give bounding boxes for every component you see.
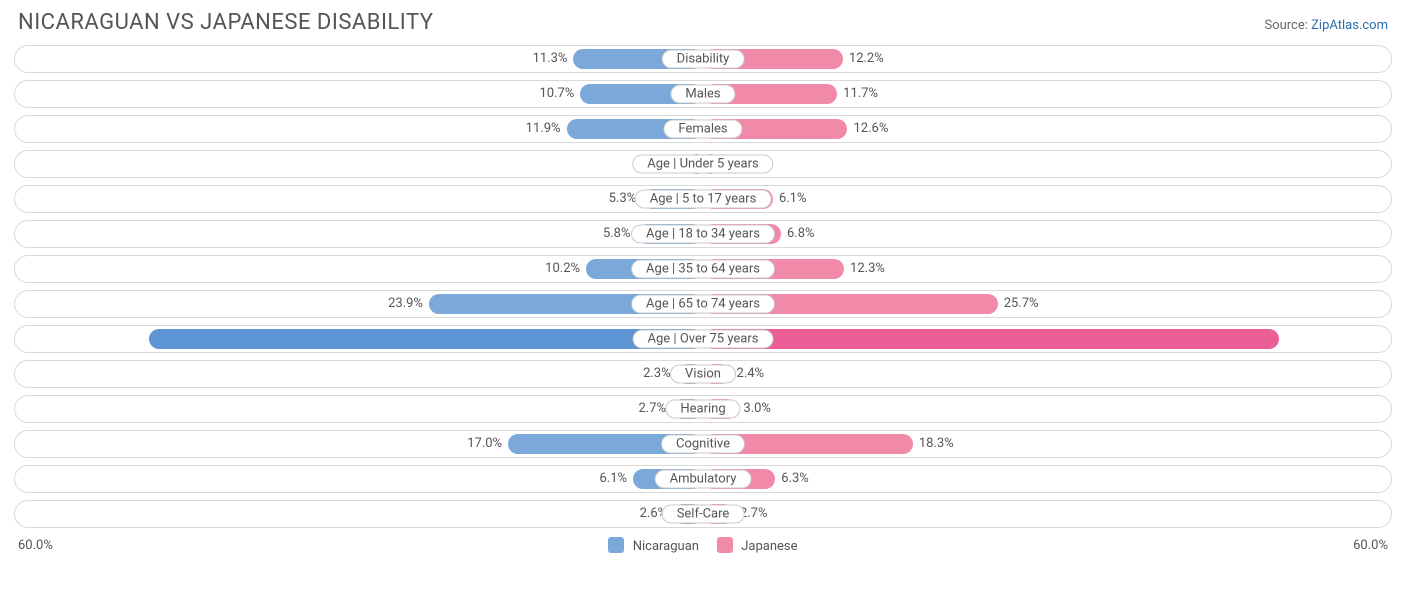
chart-row: 48.3% 50.2% Age | Over 75 years bbox=[14, 325, 1392, 353]
bar-left bbox=[149, 329, 703, 349]
bar-left-half: 5.8% bbox=[15, 221, 703, 247]
axis-max-right: 60.0% bbox=[1353, 538, 1388, 553]
category-pill: Age | 65 to 74 years bbox=[631, 295, 775, 314]
bar-right-half: 11.7% bbox=[703, 81, 1391, 107]
bar-left-half: 2.7% bbox=[15, 396, 703, 422]
bar-right-value: 3.0% bbox=[737, 396, 771, 422]
chart-row: 5.3% 6.1%Age | 5 to 17 years bbox=[14, 185, 1392, 213]
bar-right-half: 6.3% bbox=[703, 466, 1391, 492]
chart-row: 2.3%2.4%Vision bbox=[14, 360, 1392, 388]
bar-right-half: 18.3% bbox=[703, 431, 1391, 457]
chart-row: 17.0% 18.3% Cognitive bbox=[14, 430, 1392, 458]
bar-right-half: 2.7% bbox=[703, 501, 1391, 527]
chart-row: 11.9% 12.6% Females bbox=[14, 115, 1392, 143]
bar-right-half: 2.4% bbox=[703, 361, 1391, 387]
bar-right-half: 25.7% bbox=[703, 291, 1391, 317]
bar-right-value: 25.7% bbox=[998, 291, 1039, 317]
bar-left-half: 6.1% bbox=[15, 466, 703, 492]
chart-row: 2.7% 3.0%Hearing bbox=[14, 395, 1392, 423]
bar-right-half: 1.2% bbox=[703, 151, 1391, 177]
bar-right-value: 12.2% bbox=[843, 46, 884, 72]
category-pill: Age | Over 75 years bbox=[633, 330, 774, 349]
bar-right-value: 12.6% bbox=[847, 116, 888, 142]
bar-left-half: 11.3% bbox=[15, 46, 703, 72]
chart-row: 5.8% 6.8% Age | 18 to 34 years bbox=[14, 220, 1392, 248]
bar-right-value: 12.3% bbox=[844, 256, 885, 282]
bar-left-half: 5.3% bbox=[15, 186, 703, 212]
chart-source: Source: ZipAtlas.com bbox=[1264, 18, 1388, 33]
axis-max-left: 60.0% bbox=[18, 538, 53, 553]
bar-left-half: 1.1% bbox=[15, 151, 703, 177]
category-pill: Age | 35 to 64 years bbox=[631, 260, 775, 279]
bar-left-value: 23.9% bbox=[388, 291, 429, 317]
source-link[interactable]: ZipAtlas.com bbox=[1311, 18, 1388, 33]
legend-swatch-left bbox=[608, 537, 624, 553]
bar-right-half: 50.2% bbox=[703, 326, 1391, 352]
category-pill: Age | Under 5 years bbox=[632, 155, 773, 174]
chart-row: 23.9% 25.7% Age | 65 to 74 years bbox=[14, 290, 1392, 318]
bar-right-value: 6.3% bbox=[775, 466, 809, 492]
chart-row: 1.1%1.2%Age | Under 5 years bbox=[14, 150, 1392, 178]
bar-left-half: 2.3% bbox=[15, 361, 703, 387]
legend-item-left: Nicaraguan bbox=[608, 537, 699, 554]
bar-right-half: 12.3% bbox=[703, 256, 1391, 282]
chart-row: 6.1% 6.3% Ambulatory bbox=[14, 465, 1392, 493]
bar-left-half: 10.2% bbox=[15, 256, 703, 282]
butterfly-chart: 11.3% 12.2% Disability 10.7% 11.7% Males 11.9%… bbox=[14, 45, 1392, 528]
category-pill: Cognitive bbox=[661, 435, 745, 454]
bar-right-half: 12.2% bbox=[703, 46, 1391, 72]
bar-left-half: 10.7% bbox=[15, 81, 703, 107]
bar-right-half: 3.0% bbox=[703, 396, 1391, 422]
bar-left-half: 48.3% bbox=[15, 326, 703, 352]
category-pill: Self-Care bbox=[662, 505, 745, 524]
bar-left-half: 11.9% bbox=[15, 116, 703, 142]
bar-right-value: 18.3% bbox=[913, 431, 954, 457]
chart-row: 10.2% 12.3% Age | 35 to 64 years bbox=[14, 255, 1392, 283]
bar-left-value: 11.9% bbox=[526, 116, 567, 142]
bar-left-half: 2.6% bbox=[15, 501, 703, 527]
chart-legend: Nicaraguan Japanese bbox=[608, 537, 797, 554]
bar-left-half: 23.9% bbox=[15, 291, 703, 317]
legend-item-right: Japanese bbox=[717, 537, 798, 554]
chart-row: 11.3% 12.2% Disability bbox=[14, 45, 1392, 73]
category-pill: Hearing bbox=[665, 400, 740, 419]
bar-left-value: 10.2% bbox=[545, 256, 586, 282]
bar-left-value: 17.0% bbox=[467, 431, 508, 457]
chart-footer: 60.0% Nicaraguan Japanese 60.0% bbox=[14, 535, 1392, 554]
bar-right-value: 11.7% bbox=[837, 81, 878, 107]
bar-right-half: 12.6% bbox=[703, 116, 1391, 142]
bar-left-value: 10.7% bbox=[539, 81, 580, 107]
legend-label-right: Japanese bbox=[741, 539, 797, 554]
bar-right-value: 6.1% bbox=[773, 186, 807, 212]
chart-title: NICARAGUAN VS JAPANESE DISABILITY bbox=[18, 10, 433, 35]
category-pill: Age | 5 to 17 years bbox=[635, 190, 772, 209]
category-pill: Disability bbox=[662, 50, 745, 69]
legend-label-left: Nicaraguan bbox=[633, 539, 699, 554]
chart-header: NICARAGUAN VS JAPANESE DISABILITY Source… bbox=[14, 10, 1392, 45]
bar-right-value: 50.2% bbox=[1350, 326, 1385, 352]
bar-left-value: 11.3% bbox=[533, 46, 574, 72]
bar-right-value: 6.8% bbox=[781, 221, 815, 247]
category-pill: Vision bbox=[670, 365, 736, 384]
category-pill: Age | 18 to 34 years bbox=[631, 225, 775, 244]
category-pill: Males bbox=[670, 85, 735, 104]
source-label: Source: bbox=[1264, 18, 1307, 33]
category-pill: Ambulatory bbox=[655, 470, 752, 489]
legend-swatch-right bbox=[717, 537, 733, 553]
bar-right bbox=[703, 329, 1279, 349]
bar-left-half: 17.0% bbox=[15, 431, 703, 457]
bar-left-value: 6.1% bbox=[600, 466, 634, 492]
bar-left-value: 48.3% bbox=[21, 326, 56, 352]
bar-right-half: 6.1% bbox=[703, 186, 1391, 212]
category-pill: Females bbox=[663, 120, 742, 139]
chart-row: 2.6%2.7%Self-Care bbox=[14, 500, 1392, 528]
bar-right-half: 6.8% bbox=[703, 221, 1391, 247]
chart-row: 10.7% 11.7% Males bbox=[14, 80, 1392, 108]
